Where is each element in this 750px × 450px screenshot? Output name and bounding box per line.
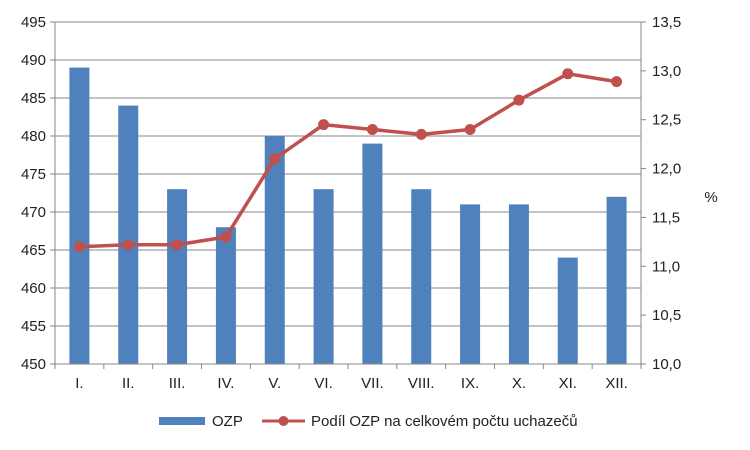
x-axis-ticks: I. II. III. IV. V. VI. VII. VIII. IX. X. XI. XII. xyxy=(54,364,642,392)
line-point xyxy=(122,239,134,251)
line-point xyxy=(611,76,623,88)
bar xyxy=(313,189,334,364)
line-point xyxy=(415,128,427,140)
x-tick-label: III. xyxy=(169,375,186,392)
right-tick-label: 11,5 xyxy=(652,209,680,226)
left-tick-label: 455 xyxy=(21,318,46,335)
left-tick-label: 495 xyxy=(21,14,46,31)
right-tick-label: 10,0 xyxy=(652,356,681,373)
line-series xyxy=(73,68,623,253)
bar-series xyxy=(69,67,627,364)
left-axis-ticks: 450 455 460 465 470 475 480 485 490 495 xyxy=(21,14,55,373)
left-tick-label: 480 xyxy=(21,128,46,145)
bar xyxy=(557,257,578,364)
right-axis-ticks: 10,0 10,5 11,0 11,5 12,0 12,5 13,0 13,5 xyxy=(641,14,681,373)
right-tick-label: 13,0 xyxy=(652,63,681,80)
gridlines xyxy=(55,21,641,327)
bar xyxy=(215,227,236,364)
x-tick-label: XI. xyxy=(559,375,577,392)
left-tick-label: 465 xyxy=(21,242,46,259)
legend-line-label: Podíl OZP na celkovém počtu uchazečů xyxy=(311,413,578,430)
line-point xyxy=(269,153,281,165)
legend: OZP Podíl OZP na celkovém počtu uchazečů xyxy=(159,413,578,430)
line-point xyxy=(220,231,232,243)
line-point xyxy=(73,241,85,253)
x-tick-label: IV. xyxy=(217,375,234,392)
line-point xyxy=(318,119,330,131)
line-point xyxy=(171,239,183,251)
x-tick-label: I. xyxy=(75,375,83,392)
legend-bar-swatch xyxy=(159,417,205,425)
left-tick-label: 460 xyxy=(21,280,46,297)
bar xyxy=(508,204,529,364)
left-tick-label: 475 xyxy=(21,166,46,183)
x-tick-label: II. xyxy=(122,375,135,392)
x-tick-label: VIII. xyxy=(408,375,435,392)
line-point xyxy=(464,123,476,135)
bar xyxy=(69,67,90,364)
bar xyxy=(264,136,285,364)
right-tick-label: 10,5 xyxy=(652,307,681,324)
left-tick-label: 470 xyxy=(21,204,46,221)
line-point xyxy=(562,68,574,80)
left-tick-label: 485 xyxy=(21,90,46,107)
x-tick-label: VI. xyxy=(314,375,332,392)
legend-bar-label: OZP xyxy=(212,413,243,430)
line-point xyxy=(366,123,378,135)
bar xyxy=(411,189,432,364)
left-tick-label: 450 xyxy=(21,356,46,373)
line-point xyxy=(513,94,525,106)
right-tick-label: 11,0 xyxy=(652,258,680,275)
bar xyxy=(167,189,188,364)
axes xyxy=(54,22,642,365)
bar xyxy=(362,143,383,364)
right-tick-label: 13,5 xyxy=(652,14,681,31)
legend-line-marker xyxy=(278,416,289,426)
bar xyxy=(460,204,481,364)
x-tick-label: XII. xyxy=(605,375,628,392)
line-path xyxy=(79,72,617,249)
bar xyxy=(118,105,139,364)
right-tick-label: 12,0 xyxy=(652,161,681,178)
x-tick-label: IX. xyxy=(461,375,479,392)
x-tick-label: X. xyxy=(512,375,526,392)
right-tick-label: 12,5 xyxy=(652,112,681,129)
left-tick-label: 490 xyxy=(21,52,46,69)
x-tick-label: VII. xyxy=(361,375,384,392)
bar xyxy=(606,196,627,364)
right-axis-label: % xyxy=(704,189,717,206)
x-tick-label: V. xyxy=(268,375,281,392)
